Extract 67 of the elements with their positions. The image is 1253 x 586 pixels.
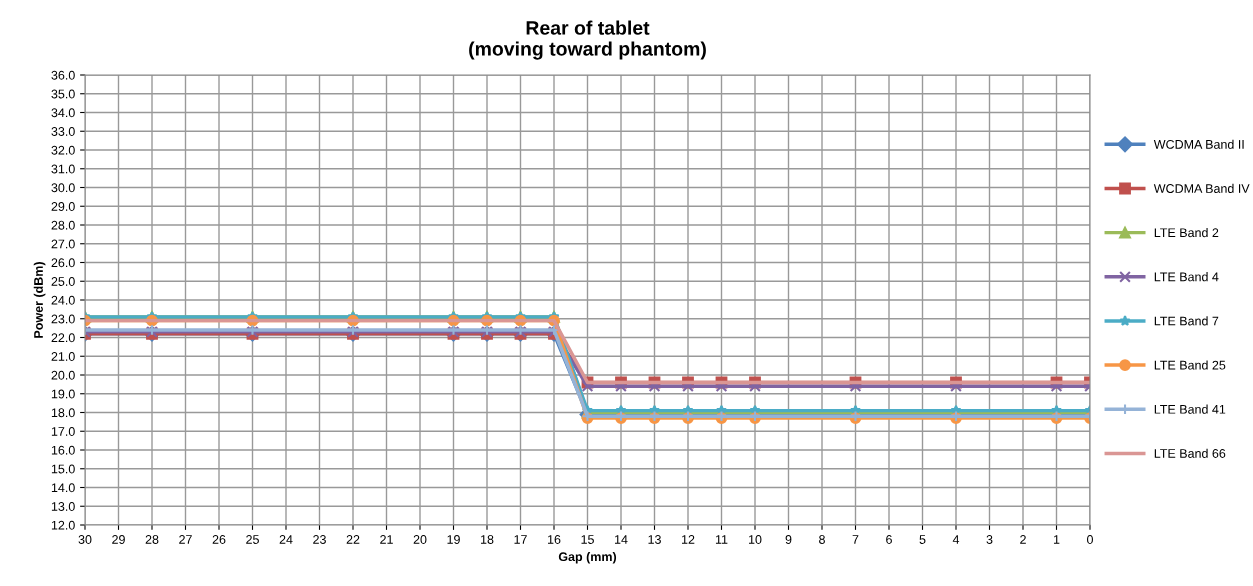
y-tick-label: 26.0 [51, 258, 75, 268]
x-tick-label: 7 [852, 535, 859, 544]
y-tick-label: 29.0 [51, 202, 75, 211]
x-tick-label: 16 [548, 535, 561, 544]
x-axis-title: Gap (mm) [558, 551, 617, 564]
x-tick-label: 3 [986, 535, 993, 544]
y-tick-label: 23.0 [51, 314, 75, 324]
y-tick-label: 12.0 [51, 520, 75, 530]
x-tick-label: 26 [212, 535, 226, 544]
legend-label: LTE Band 41 [1154, 404, 1226, 414]
legend-label: LTE Band 4 [1154, 272, 1219, 282]
x-tick-label: 23 [313, 535, 326, 544]
x-tick-label: 25 [246, 535, 259, 544]
legend-label: LTE Band 66 [1154, 448, 1226, 458]
y-tick-label: 35.0 [51, 89, 75, 99]
x-tick-label: 4 [952, 535, 960, 544]
y-tick-label: 15.0 [51, 464, 75, 474]
x-tick-label: 2 [1020, 535, 1026, 544]
x-tick-label: 0 [1087, 535, 1093, 544]
y-axis-title: Power (dBm) [33, 262, 46, 338]
x-tick-label: 14 [615, 535, 628, 544]
x-tick-label: 6 [886, 535, 892, 544]
x-tick-label: 1 [1053, 535, 1060, 544]
y-tick-label: 36.0 [51, 70, 75, 80]
x-tick-label: 13 [648, 535, 661, 544]
y-tick-label: 30.0 [51, 183, 75, 193]
x-tick-label: 24 [279, 535, 293, 544]
x-tick-label: 18 [481, 535, 494, 544]
x-tick-label: 29 [112, 535, 125, 544]
legend-label: LTE Band 7 [1154, 316, 1219, 326]
x-tick-label: 28 [145, 535, 159, 544]
y-tick-label: 34.0 [51, 108, 75, 118]
y-tick-label: 13.0 [51, 502, 75, 511]
y-tick-label: 20.0 [51, 370, 75, 380]
y-tick-label: 16.0 [51, 445, 75, 455]
y-tick-label: 17.0 [51, 427, 75, 436]
y-tick-label: 21.0 [51, 352, 75, 361]
legend-label: WCDMA Band II [1153, 139, 1244, 149]
y-tick-label: 33.0 [51, 127, 75, 136]
x-tick-label: 27 [179, 535, 192, 544]
x-tick-label: 20 [413, 535, 427, 544]
x-tick-label: 9 [785, 535, 792, 544]
y-tick-label: 25.0 [51, 277, 75, 286]
y-tick-label: 31.0 [51, 164, 75, 174]
y-tick-label: 28.0 [51, 220, 75, 230]
y-tick-label: 27.0 [51, 239, 75, 249]
y-tick-label: 18.0 [51, 408, 75, 418]
x-tick-label: 17 [514, 535, 527, 544]
y-tick-label: 22.0 [51, 333, 75, 343]
x-tick-label: 22 [346, 535, 360, 544]
legend-label: LTE Band 25 [1154, 360, 1226, 370]
y-tick-label: 24.0 [51, 295, 75, 305]
x-tick-label: 21 [380, 535, 393, 544]
x-tick-label: 8 [819, 535, 825, 544]
x-tick-label: 10 [749, 535, 762, 544]
y-tick-label: 19.0 [51, 389, 75, 399]
x-tick-label: 12 [682, 535, 695, 544]
x-tick-label: 15 [581, 535, 594, 544]
y-tick-label: 14.0 [51, 483, 75, 493]
legend-label: WCDMA Band IV [1153, 183, 1250, 193]
legend-label: LTE Band 2 [1154, 227, 1219, 238]
chart-title: Rear of tablet (moving toward phantom) [469, 20, 706, 60]
x-tick-label: 11 [715, 535, 728, 544]
y-tick-label: 32.0 [51, 145, 75, 155]
x-tick-label: 19 [447, 535, 460, 544]
x-tick-label: 5 [919, 535, 926, 544]
x-tick-label: 30 [78, 535, 92, 544]
